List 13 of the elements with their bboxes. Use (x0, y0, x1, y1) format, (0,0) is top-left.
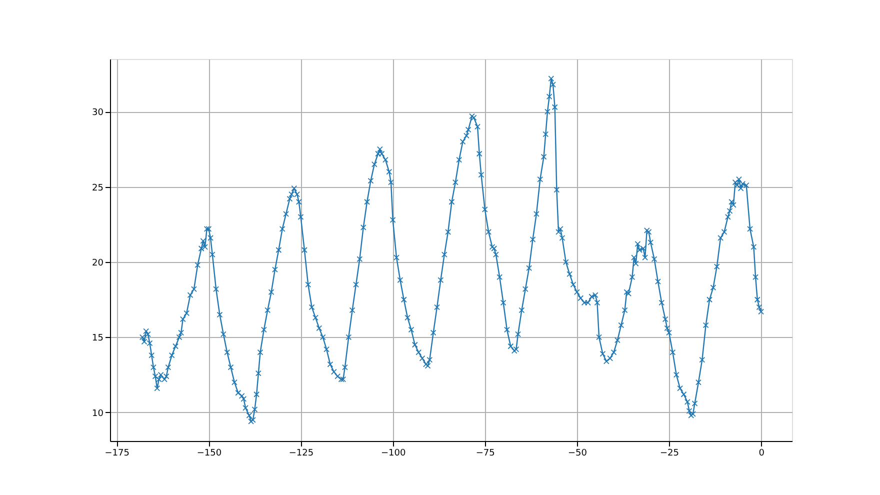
x-tick-label: −25 (660, 448, 680, 458)
x-tick-label: −125 (288, 448, 314, 458)
x-tick-label: 0 (758, 448, 765, 458)
y-tick-label: 20 (92, 258, 104, 269)
x-tick-label: −75 (476, 448, 495, 458)
x-tick-label: −100 (380, 448, 406, 458)
y-tick-label: 10 (92, 408, 104, 419)
y-tick-label: 30 (92, 108, 104, 118)
y-tick-label: 25 (92, 183, 104, 194)
x-tick-label: −175 (104, 448, 130, 458)
x-tick-label: −50 (568, 448, 588, 458)
x-tick-label: −150 (196, 448, 222, 458)
y-tick-label: 15 (92, 334, 104, 344)
